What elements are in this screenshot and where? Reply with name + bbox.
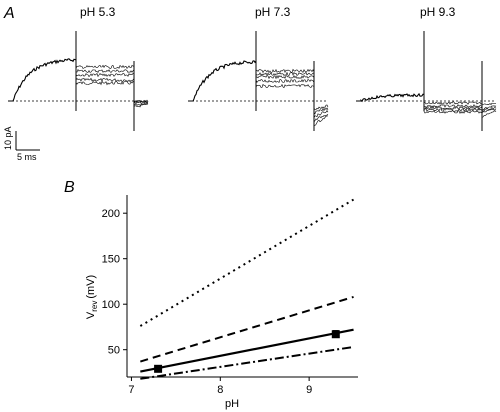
step-trace bbox=[255, 78, 315, 84]
y-tick-label: 150 bbox=[102, 254, 120, 266]
y-tick-label: 50 bbox=[108, 345, 120, 357]
tail-trace bbox=[313, 115, 328, 126]
y-axis-label-main: V bbox=[85, 311, 97, 319]
panel-a-letter: A bbox=[3, 5, 15, 22]
tail-trace bbox=[313, 110, 329, 118]
series-line-dashdot bbox=[140, 345, 354, 380]
prepulse-trace bbox=[8, 58, 77, 102]
step-trace bbox=[423, 106, 483, 110]
y-axis-label-unit: (mV) bbox=[85, 275, 97, 299]
scale-current-label: 10 pA bbox=[3, 126, 13, 150]
step-trace bbox=[255, 68, 315, 74]
series-line-solid bbox=[140, 328, 354, 373]
series-line-dashed bbox=[140, 295, 354, 363]
prepulse-trace bbox=[188, 60, 257, 102]
y-tick-label: 200 bbox=[102, 208, 120, 220]
step-trace bbox=[75, 68, 135, 74]
trace-title-ph93: pH 9.3 bbox=[420, 5, 456, 19]
y-tick-label: 100 bbox=[102, 299, 120, 311]
plot-b: 50 100 150 200 7 8 9 bbox=[102, 195, 358, 396]
tail-trace bbox=[481, 102, 497, 106]
tail-trace bbox=[481, 108, 497, 114]
step-trace bbox=[75, 64, 135, 70]
step-trace bbox=[423, 110, 483, 114]
y-axis-label: Vrev (mV) bbox=[85, 275, 99, 319]
step-trace bbox=[423, 107, 483, 112]
step-trace bbox=[75, 72, 135, 78]
panel-a: A pH 5.3 pH 7.3 pH 9.3 10 pA 5 ms bbox=[3, 5, 497, 162]
scale-time-label: 5 ms bbox=[17, 152, 37, 162]
tail-trace bbox=[313, 114, 329, 123]
step-trace bbox=[423, 101, 483, 105]
tail-trace bbox=[133, 103, 149, 108]
tail-trace bbox=[481, 105, 497, 111]
x-axis-label: pH bbox=[225, 398, 239, 410]
step-trace bbox=[255, 74, 315, 80]
tail-trace bbox=[133, 99, 149, 103]
step-trace bbox=[255, 83, 315, 89]
x-tick-label: 8 bbox=[217, 384, 223, 396]
tail-trace bbox=[313, 104, 329, 110]
panel-b: B 50 100 150 200 7 8 9 pH Vrev (mV) bbox=[64, 179, 358, 410]
tail-trace bbox=[133, 102, 149, 106]
prepulse-trace bbox=[356, 92, 425, 103]
data-point bbox=[154, 364, 163, 373]
trace-title-ph73: pH 7.3 bbox=[255, 5, 291, 19]
trace-panel-1 bbox=[188, 31, 329, 131]
y-axis-label-sub: rev bbox=[90, 301, 99, 312]
x-tick-label: 9 bbox=[306, 384, 312, 396]
trace-panel-0 bbox=[8, 31, 149, 131]
trace-panel-2 bbox=[356, 31, 497, 131]
tail-trace bbox=[313, 107, 329, 115]
data-point bbox=[331, 330, 340, 339]
scale-bar: 10 pA 5 ms bbox=[3, 126, 40, 162]
x-tick-label: 7 bbox=[128, 384, 134, 396]
trace-title-ph53: pH 5.3 bbox=[80, 5, 116, 19]
step-trace bbox=[75, 77, 135, 83]
tail-trace bbox=[481, 110, 497, 118]
current-traces bbox=[8, 31, 497, 131]
panel-b-letter: B bbox=[64, 179, 75, 196]
step-trace bbox=[255, 71, 314, 76]
step-trace bbox=[75, 80, 135, 86]
